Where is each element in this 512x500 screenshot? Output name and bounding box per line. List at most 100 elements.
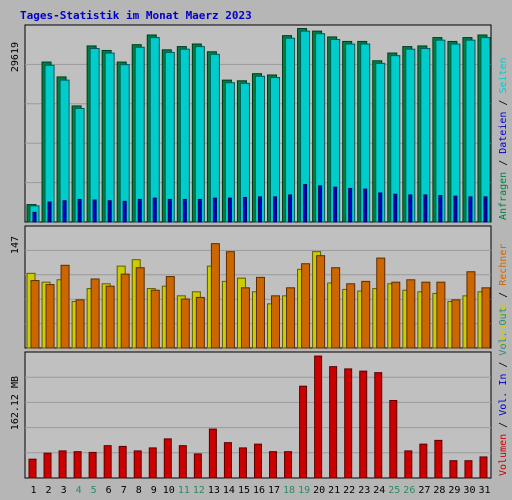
day-label-19: 19 — [298, 485, 310, 496]
bar-volumen-day-17 — [269, 451, 278, 479]
bar-dateien-day-14 — [227, 197, 232, 223]
day-label-6: 6 — [106, 485, 112, 496]
bar-dateien-day-11 — [182, 198, 187, 223]
day-label-16: 16 — [253, 485, 265, 496]
bar-volumen-day-31 — [479, 456, 488, 479]
bar-seiten-day-12 — [194, 46, 205, 223]
bar-rechner-day-31 — [481, 287, 491, 349]
y-max-label-hits: 29619 — [10, 42, 21, 72]
bar-dateien-day-20 — [318, 185, 323, 223]
bar-rechner-day-4 — [75, 299, 85, 349]
bar-volumen-day-8 — [133, 450, 142, 479]
bar-volumen-day-5 — [88, 451, 97, 479]
day-label-20: 20 — [313, 485, 325, 496]
y-max-label-volume: 162.12 MB — [10, 376, 21, 430]
day-label-23: 23 — [358, 485, 370, 496]
bar-volumen-day-29 — [449, 460, 458, 479]
legend-volumen: Volumen — [498, 434, 509, 476]
bar-rechner-day-11 — [180, 298, 190, 349]
bar-dateien-day-26 — [408, 194, 413, 223]
bar-dateien-day-1 — [32, 211, 37, 223]
bar-volumen-day-23 — [359, 370, 368, 479]
bar-volumen-day-10 — [163, 438, 172, 479]
day-label-18: 18 — [283, 485, 295, 496]
chart-title: Tages-Statistik im Monat Maerz 2023 — [20, 9, 252, 22]
bar-rechner-day-22 — [346, 283, 356, 349]
bar-rechner-day-14 — [225, 251, 235, 349]
day-label-27: 27 — [418, 485, 430, 496]
day-label-11: 11 — [178, 485, 190, 496]
bar-seiten-day-29 — [450, 43, 461, 223]
bar-volumen-day-22 — [344, 368, 353, 479]
bar-volumen-day-4 — [73, 451, 82, 479]
bar-rechner-day-26 — [406, 279, 416, 349]
bar-volumen-day-3 — [58, 450, 67, 479]
bar-seiten-day-9 — [149, 37, 160, 223]
day-label-21: 21 — [328, 485, 340, 496]
day-label-2: 2 — [46, 485, 52, 496]
bar-dateien-day-8 — [137, 198, 142, 223]
bar-rechner-day-6 — [105, 285, 115, 349]
bar-rechner-day-9 — [150, 289, 160, 349]
bar-seiten-day-5 — [89, 48, 100, 223]
bar-dateien-day-23 — [363, 188, 368, 223]
legend-hits: Anfragen / Dateien / Seiten — [498, 57, 509, 220]
bar-rechner-day-16 — [255, 276, 265, 349]
bar-dateien-day-17 — [273, 196, 278, 223]
legend-dateien: Dateien — [498, 112, 509, 154]
bar-seiten-day-10 — [164, 51, 175, 223]
bar-volumen-day-26 — [404, 450, 413, 479]
bar-volumen-day-2 — [43, 452, 52, 479]
day-label-22: 22 — [343, 485, 355, 496]
bar-seiten-day-2 — [44, 64, 55, 223]
bar-seiten-day-7 — [119, 64, 130, 223]
bar-dateien-day-6 — [107, 200, 112, 223]
day-label-3: 3 — [61, 485, 67, 496]
bar-dateien-day-5 — [92, 199, 97, 223]
bar-volumen-day-13 — [208, 428, 217, 479]
day-label-26: 26 — [403, 485, 415, 496]
bar-dateien-day-18 — [288, 194, 293, 223]
bar-dateien-day-12 — [197, 198, 202, 223]
bar-rechner-day-19 — [301, 263, 311, 349]
bar-volumen-day-1 — [28, 458, 37, 479]
bar-rechner-day-30 — [466, 271, 476, 349]
bar-rechner-day-29 — [451, 299, 461, 349]
bar-rechner-day-28 — [436, 281, 446, 349]
bar-volumen-day-12 — [193, 453, 202, 479]
day-label-13: 13 — [208, 485, 220, 496]
day-label-15: 15 — [238, 485, 250, 496]
legend-besuche: Besuche — [498, 304, 509, 346]
legend-rechner: Rechner — [498, 244, 509, 286]
day-label-29: 29 — [448, 485, 460, 496]
bar-volumen-day-30 — [464, 460, 473, 479]
day-label-28: 28 — [433, 485, 445, 496]
legend-separator: / — [498, 154, 509, 172]
day-label-31: 31 — [478, 485, 490, 496]
bar-volumen-day-11 — [178, 445, 187, 479]
bar-rechner-day-25 — [391, 281, 401, 349]
bar-dateien-day-15 — [242, 196, 247, 223]
legend-separator: / — [498, 286, 509, 304]
bar-rechner-day-10 — [165, 276, 175, 349]
legend-separator: / — [498, 416, 509, 434]
bar-dateien-day-4 — [77, 198, 82, 223]
bar-dateien-day-7 — [122, 200, 127, 223]
bar-rechner-day-18 — [286, 287, 296, 349]
bar-dateien-day-9 — [152, 197, 157, 223]
day-label-12: 12 — [193, 485, 205, 496]
day-label-24: 24 — [373, 485, 385, 496]
bar-dateien-day-30 — [468, 196, 473, 223]
bar-seiten-day-28 — [435, 39, 446, 223]
bar-rechner-day-21 — [331, 267, 341, 349]
bar-rechner-day-5 — [90, 278, 100, 349]
bar-seiten-day-31 — [480, 37, 491, 223]
bar-seiten-day-8 — [134, 46, 145, 223]
bar-seiten-day-13 — [209, 53, 220, 223]
bar-dateien-day-19 — [303, 184, 308, 223]
bar-seiten-day-11 — [179, 48, 190, 223]
day-label-10: 10 — [163, 485, 175, 496]
day-label-5: 5 — [91, 485, 97, 496]
bar-volumen-day-24 — [374, 372, 383, 479]
